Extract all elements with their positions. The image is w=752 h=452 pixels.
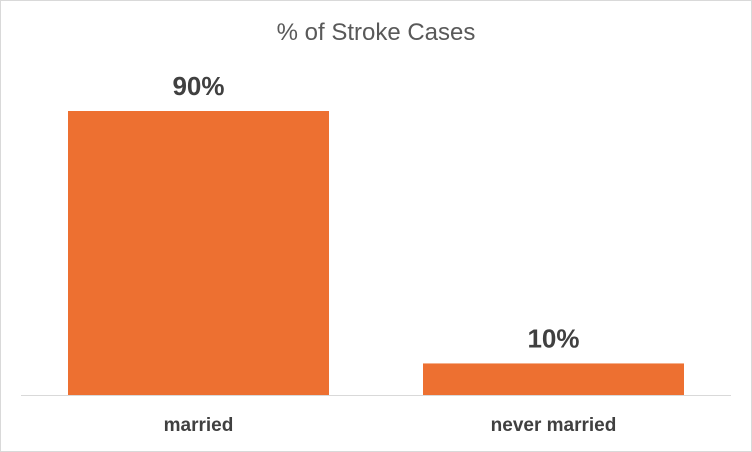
data-label-never-married: 10% <box>527 323 579 353</box>
bar-never-married <box>423 363 684 395</box>
tick-label-married: married <box>164 415 234 436</box>
data-label-married: 90% <box>172 71 224 101</box>
chart-title: % of Stroke Cases <box>276 19 476 46</box>
tick-label-never-married: never married <box>491 415 617 436</box>
bar-married <box>68 111 329 395</box>
